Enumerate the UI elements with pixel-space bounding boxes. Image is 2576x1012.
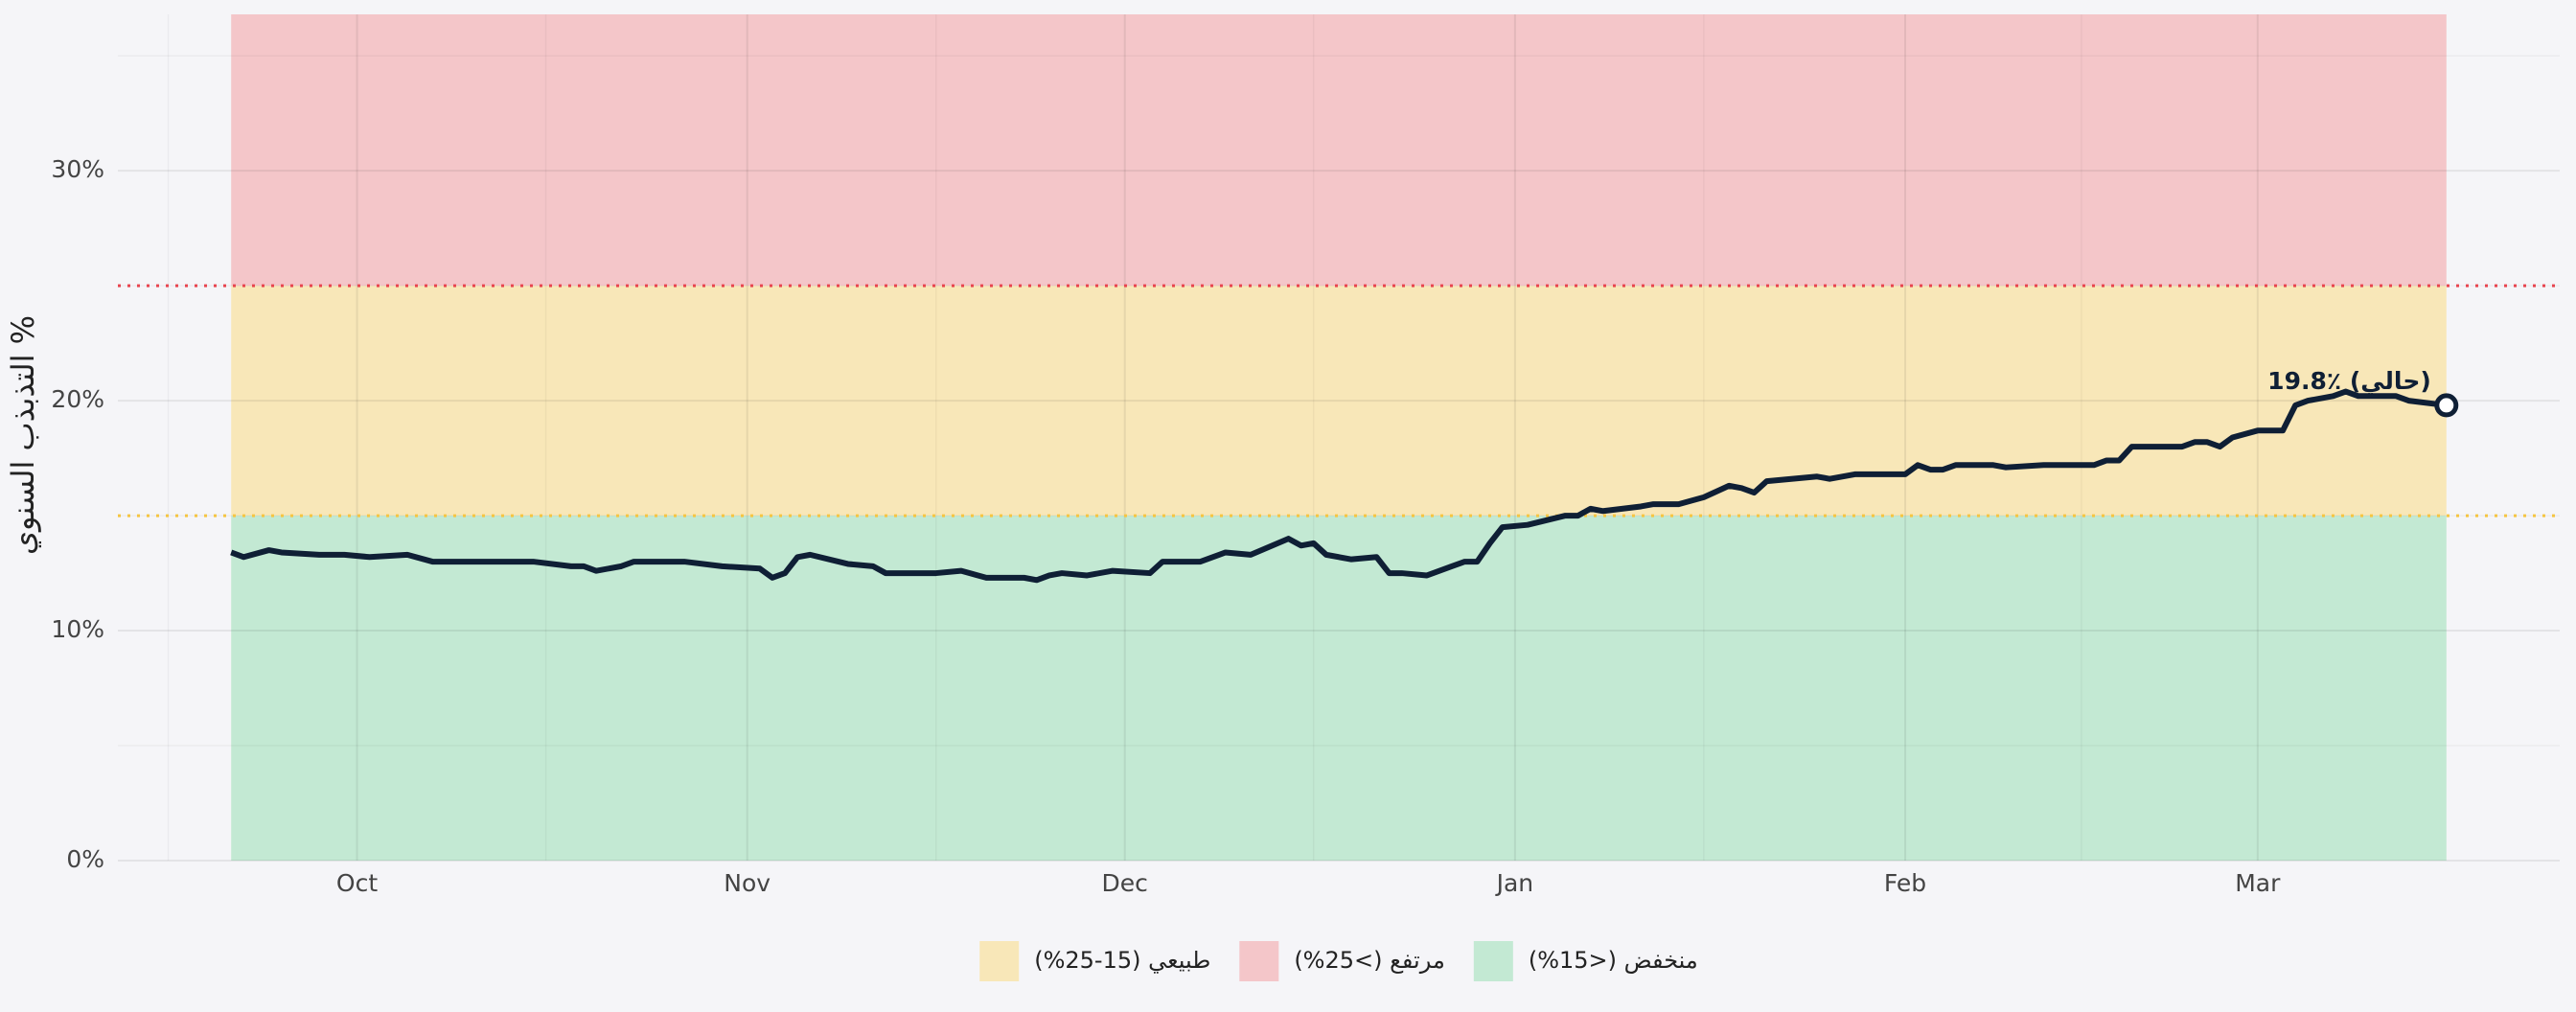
annotation: 19.8٪ (حالي) xyxy=(2267,367,2431,395)
data-line xyxy=(230,388,2448,584)
y-tick-label: 10% xyxy=(51,615,104,643)
legend-label: طبيعي (15-25%) xyxy=(1034,947,1210,974)
zone-band xyxy=(231,14,2447,287)
legend-label: منخفض (<15%) xyxy=(1529,947,1698,974)
legend-label: مرتفع (>25%) xyxy=(1294,947,1445,974)
x-tick-label: Dec xyxy=(1102,869,1148,897)
zone-band xyxy=(231,286,2447,517)
y-tick-label: 20% xyxy=(51,385,104,413)
x-tick-label: Oct xyxy=(336,869,378,897)
y-axis-label: التذبذب السنوي % xyxy=(5,315,41,555)
x-tick-label: Mar xyxy=(2235,869,2281,897)
current-point xyxy=(2434,393,2459,418)
x-tick-label: Feb xyxy=(1884,869,1926,897)
zone-band xyxy=(231,516,2447,861)
legend-swatch xyxy=(1239,941,1279,981)
y-tick-label: 0% xyxy=(66,845,104,873)
legend-swatch xyxy=(979,941,1020,981)
legend-swatch xyxy=(1473,941,1513,981)
y-tick-label: 30% xyxy=(51,155,104,183)
x-tick-label: Jan xyxy=(1495,869,1534,897)
x-tick-label: Nov xyxy=(724,869,770,897)
